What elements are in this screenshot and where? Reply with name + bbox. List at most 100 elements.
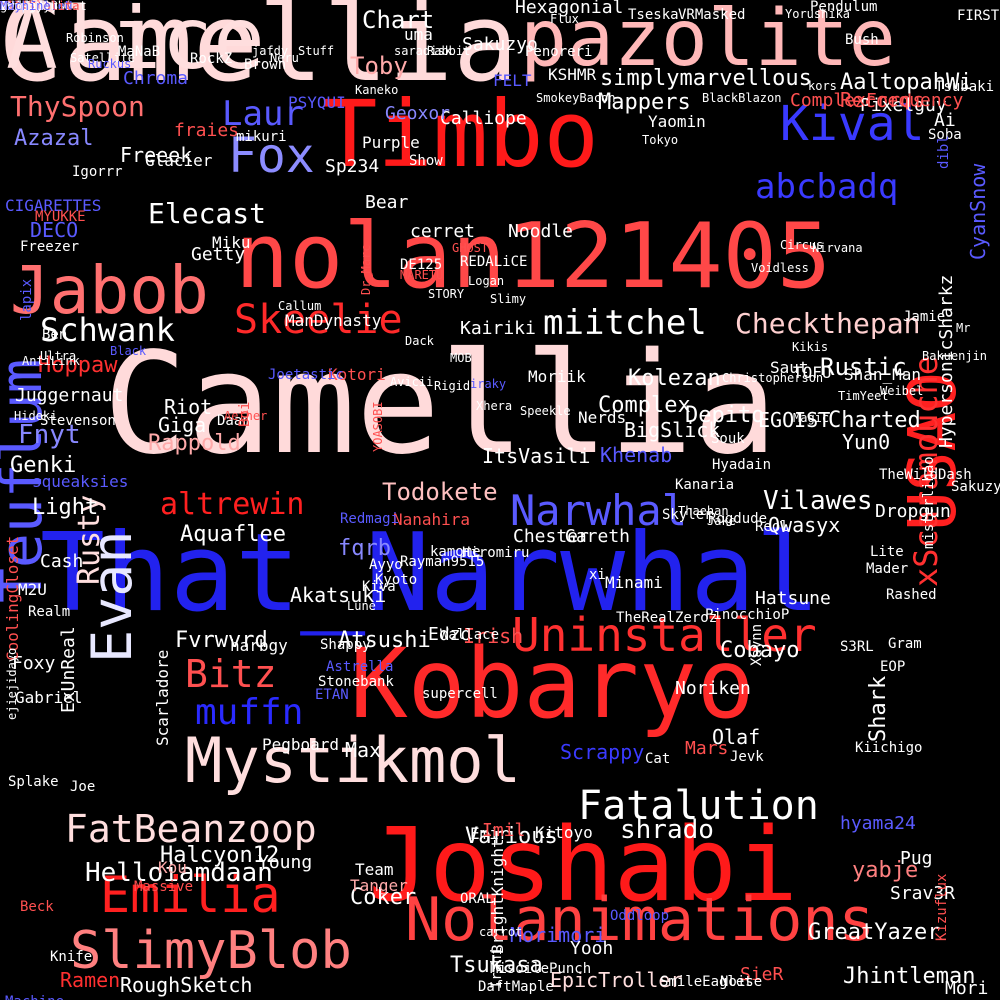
word-255: Nirvana: [812, 241, 863, 255]
word-168: Hyadain: [712, 457, 772, 473]
word-180: Cat: [645, 751, 671, 767]
word-229: Rabbit: [427, 44, 471, 58]
word-25: Schwank: [40, 311, 175, 349]
word-114: Kitoyo: [535, 823, 593, 842]
word-139: lapix: [19, 278, 35, 321]
word-226: Tseska: [628, 7, 679, 23]
word-136: Juggernaut: [15, 385, 124, 406]
word-14: SlimyBlob: [70, 921, 352, 981]
word-189: Wallace: [440, 627, 500, 643]
word-275: Avicii: [390, 375, 434, 389]
word-21: FatBeanzoop: [65, 807, 317, 851]
word-309: Pluto: [0, 0, 37, 13]
word-294: BennyDaBeast: [0, 0, 87, 13]
word-29: Checkthepan: [735, 307, 921, 340]
word-163: Shan_Man: [844, 365, 922, 384]
word-144: fraies: [174, 120, 240, 141]
word-95: Noodle: [508, 221, 574, 242]
word-200: PinocchioP: [705, 607, 790, 623]
word-156: Bush: [845, 32, 879, 48]
word-198: Rayman9515: [400, 554, 485, 570]
word-268: TimYeet: [838, 389, 889, 403]
word-313: Gripo: [0, 0, 37, 13]
word-118: Team: [355, 860, 394, 879]
word-9: Jabob: [10, 252, 209, 329]
word-11: Mystikmol: [185, 724, 521, 797]
word-145: Chroma: [123, 68, 189, 89]
word-131: M2U: [18, 580, 47, 599]
word-298: Gordon: [0, 0, 44, 13]
word-237: RockZ: [190, 51, 233, 67]
word-201: S3RL: [840, 639, 874, 655]
word-133: CoolingCloset: [3, 535, 22, 661]
word-132: Realm: [28, 604, 71, 620]
word-242: BlackBlazon: [702, 91, 782, 105]
word-269: Weibel: [880, 384, 924, 398]
word-301: riasuh: [0, 0, 44, 13]
word-230: saradisk: [394, 44, 452, 58]
word-322: Yunomi: [0, 0, 44, 13]
word-221: Splake: [8, 774, 59, 790]
word-41: Toby: [350, 52, 408, 80]
word-291: Hisaishi: [0, 0, 58, 13]
word-239: Yorushika: [785, 7, 851, 21]
word-105: CyanSnow: [966, 163, 990, 260]
word-123: Young: [258, 852, 313, 873]
word-147: Brown: [244, 57, 287, 73]
word-149: mikuri: [236, 129, 287, 145]
word-108: Edzo: [428, 624, 472, 645]
word-54: Halcyon12: [160, 843, 280, 868]
word-4: nolan121405: [235, 204, 832, 309]
word-161: Moriik: [528, 367, 586, 386]
word-258: MARETU: [400, 268, 444, 282]
word-233: Neru: [270, 51, 299, 65]
word-207: Reol: [755, 519, 789, 535]
word-241: SmokeyBacon: [536, 91, 616, 105]
word-205: Redmagi: [340, 511, 400, 527]
word-214: SmileEaglet: [660, 974, 753, 990]
word-152: Yaomin: [648, 112, 706, 131]
word-158: Ai: [934, 110, 956, 131]
word-325: Bring: [0, 0, 37, 13]
word-277: Aether: [224, 409, 268, 423]
word-286: Brooks: [0, 0, 44, 13]
word-295: Sunire: [0, 0, 44, 13]
word-273: Black: [110, 344, 147, 358]
word-116: Pug: [900, 848, 933, 869]
word-0: Camellia: [0, 0, 519, 106]
word-150: Purple: [362, 133, 420, 152]
word-15: Emilia: [100, 866, 281, 924]
word-32: Bitz: [185, 652, 277, 696]
word-83: BigSlick: [624, 418, 721, 442]
word-288: CHOIR: [0, 0, 37, 13]
word-64: Akatsuki: [290, 583, 387, 607]
word-316: Bullet: [0, 0, 44, 13]
word-279: Speekle: [520, 404, 571, 418]
word-210: ORAL: [460, 891, 494, 907]
word-67: Cobayo: [720, 638, 800, 663]
word-46: Hoppaw: [38, 353, 118, 378]
word-166: Souk: [711, 431, 745, 447]
word-270: Hideki: [14, 409, 58, 423]
word-195: Lune: [347, 599, 376, 613]
word-84: ItsVasili: [482, 444, 591, 468]
word-65: Atsushi: [338, 628, 431, 653]
word-290: Warak: [0, 0, 37, 13]
word-17: Kival: [780, 96, 925, 152]
word-287: Linko: [0, 0, 37, 13]
word-218: Massive: [134, 879, 194, 895]
word-45: Azazal: [14, 126, 94, 151]
word-88: EGOIST: [758, 408, 831, 432]
word-154: KSHMR: [548, 65, 597, 84]
word-192: Hiromiru: [462, 545, 530, 561]
word-121: SieR: [740, 964, 784, 985]
word-165: Nerds: [578, 408, 627, 427]
word-2: Joshabi: [368, 806, 798, 925]
word-75: Chester: [513, 526, 589, 547]
word-318: Party: [0, 0, 37, 13]
word-153: FELT: [493, 71, 532, 90]
word-206: Xaynn: [749, 623, 765, 666]
word-219: Joe: [70, 779, 96, 795]
word-227: Flux: [550, 12, 579, 26]
word-178: Daan: [217, 413, 251, 429]
